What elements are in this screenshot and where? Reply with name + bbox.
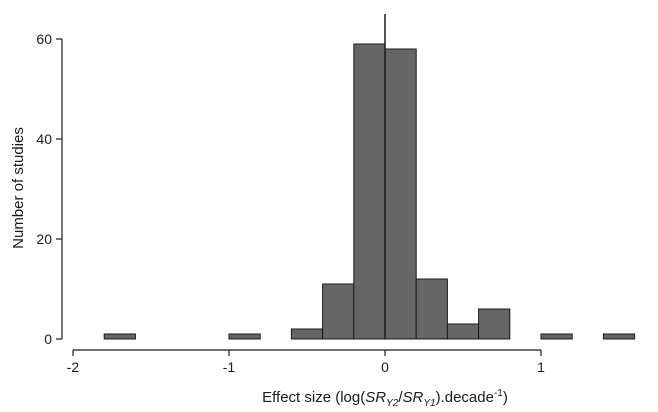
x-axis-title-sup: -1 <box>494 388 503 399</box>
histogram-bar <box>540 333 573 340</box>
x-axis-title: Effect size (log(SRY2/SRY1).decade-1) <box>262 388 508 409</box>
y-tick-label: 20 <box>36 231 52 247</box>
histogram-bar <box>446 323 480 340</box>
histogram-bar <box>602 333 636 340</box>
x-axis-title-sub1: Y2 <box>386 398 399 409</box>
y-axis-title: Number of studies <box>10 127 27 249</box>
y-tick-label: 60 <box>36 31 52 47</box>
x-axis-title-slash: / <box>398 389 403 406</box>
histogram-bar <box>353 43 386 340</box>
x-axis-ticks: -2 -1 0 1 <box>67 350 545 375</box>
histogram-bar <box>322 283 355 340</box>
histogram-bar <box>384 48 417 340</box>
x-axis-title-sub2: Y1 <box>423 398 435 409</box>
histogram-bar <box>415 278 448 340</box>
x-tick-label: 0 <box>381 359 389 375</box>
bars-group <box>103 43 636 340</box>
y-tick-label: 40 <box>36 131 52 147</box>
histogram-bar <box>478 308 511 340</box>
histogram-bar <box>228 333 261 340</box>
x-tick-label: -1 <box>223 359 236 375</box>
x-axis-title-sr2: SR <box>403 389 424 406</box>
histogram-bar <box>290 328 324 340</box>
y-axis-ticks: 0 20 40 60 <box>36 31 62 347</box>
x-axis-title-mid: ).decade <box>436 389 494 406</box>
histogram-bar <box>103 333 136 340</box>
y-tick-label: 0 <box>44 331 52 347</box>
x-axis-title-sr1: SR <box>365 389 386 406</box>
x-axis-title-prefix: Effect size (log( <box>262 389 365 406</box>
x-tick-label: -2 <box>67 359 80 375</box>
x-tick-label: 1 <box>537 359 545 375</box>
x-axis-title-suffix: ) <box>503 389 508 406</box>
